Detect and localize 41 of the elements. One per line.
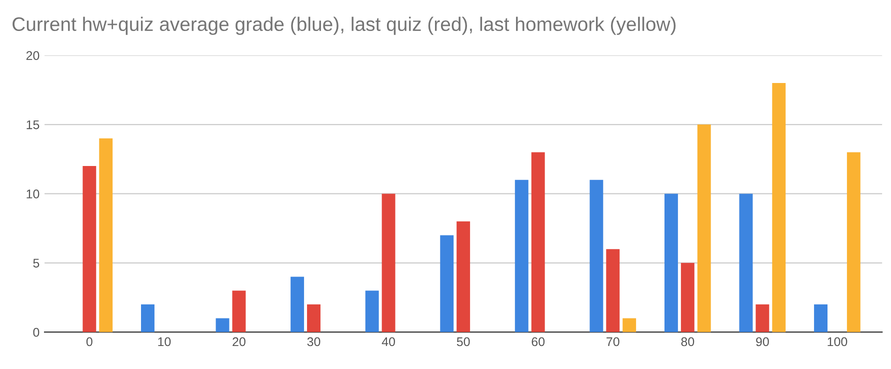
x-tick-label: 50	[456, 337, 470, 346]
bar	[365, 290, 379, 332]
bar	[141, 304, 154, 332]
bar	[290, 276, 304, 332]
bar	[772, 83, 786, 332]
y-tick-label: 10	[26, 190, 40, 198]
x-tick-label: 20	[232, 337, 246, 346]
bar	[622, 318, 636, 332]
bar	[664, 194, 678, 332]
bar	[814, 304, 828, 332]
x-tick-label: 0	[86, 337, 92, 346]
bar	[531, 152, 545, 332]
y-tick-label: 5	[33, 258, 40, 268]
bar	[456, 221, 470, 332]
chart-title: Current hw+quiz average grade (blue), last quiz (red), last homework (yellow)	[12, 16, 676, 35]
x-tick-label: 60	[532, 337, 545, 346]
bar	[680, 262, 694, 332]
x-tick-label: 100	[828, 337, 848, 346]
bar	[739, 194, 753, 332]
bar	[216, 318, 230, 332]
bar	[82, 166, 96, 332]
x-tick-label: 70	[606, 337, 620, 346]
x-tick-label: 10	[158, 337, 171, 346]
x-tick-label: 30	[307, 337, 320, 346]
bar	[232, 290, 246, 332]
bar	[514, 180, 528, 332]
bar	[590, 180, 604, 332]
bar	[697, 124, 711, 332]
bar	[606, 249, 620, 332]
bar	[99, 138, 113, 332]
y-tick-label: 0	[33, 328, 40, 337]
x-tick-label: 40	[382, 337, 396, 346]
x-tick-label: 90	[756, 337, 769, 346]
bar	[846, 152, 860, 332]
bar	[307, 304, 320, 332]
y-tick-label: 15	[26, 120, 40, 130]
x-tick-label: 80	[681, 337, 694, 346]
y-tick-label: 20	[26, 51, 40, 60]
bar	[440, 235, 454, 332]
bar	[756, 304, 770, 332]
bar	[382, 194, 396, 332]
